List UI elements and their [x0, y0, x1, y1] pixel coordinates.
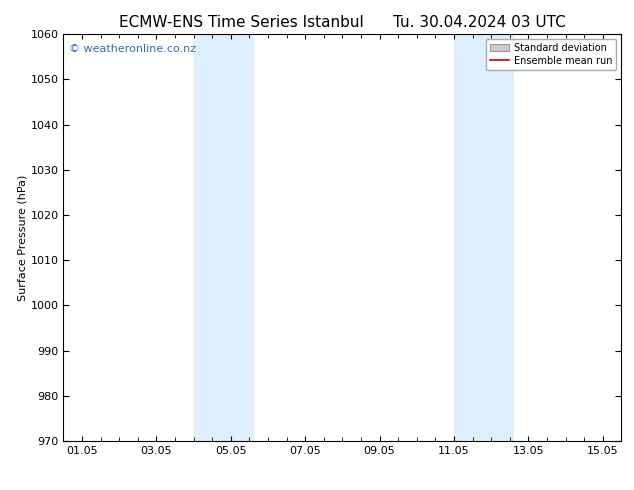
Bar	[193, 34, 253, 441]
Y-axis label: Surface Pressure (hPa): Surface Pressure (hPa)	[18, 174, 28, 301]
Bar	[454, 34, 514, 441]
Legend: Standard deviation, Ensemble mean run: Standard deviation, Ensemble mean run	[486, 39, 616, 70]
Title: ECMW-ENS Time Series Istanbul      Tu. 30.04.2024 03 UTC: ECMW-ENS Time Series Istanbul Tu. 30.04.…	[119, 15, 566, 30]
Text: © weatheronline.co.nz: © weatheronline.co.nz	[69, 45, 196, 54]
